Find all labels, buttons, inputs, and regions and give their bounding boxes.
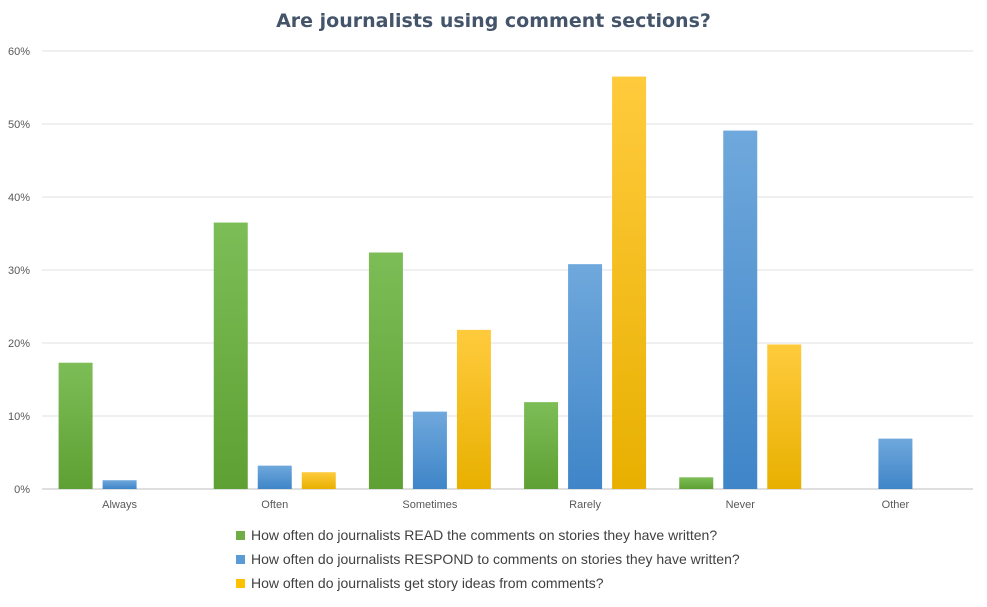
bar-story-ideas-sometimes	[456, 329, 491, 489]
legend-label-read: How often do journalists READ the commen…	[251, 527, 718, 543]
legend-label-story-ideas: How often do journalists get story ideas…	[251, 575, 604, 591]
bar-respond-rarely	[568, 264, 603, 489]
bar-story-ideas-never	[767, 344, 802, 489]
y-tick-label: 50%	[8, 119, 30, 131]
bar-read-sometimes	[368, 252, 403, 489]
y-tick-label: 60%	[8, 46, 30, 58]
bar-respond-never	[723, 130, 758, 489]
y-tick-label: 40%	[8, 192, 30, 204]
bar-read-always	[58, 362, 93, 489]
x-axis-categories: Always Often Sometimes Rarely Never Other	[102, 499, 909, 511]
bar-respond-often	[257, 465, 292, 489]
bar-story-ideas-rarely	[612, 76, 647, 490]
legend-swatch-respond	[236, 554, 245, 564]
bar-read-often	[213, 222, 248, 490]
chart-title: Are journalists using comment sections?	[276, 10, 711, 32]
bar-story-ideas-often	[301, 472, 336, 489]
legend-label-respond: How often do journalists RESPOND to comm…	[251, 551, 740, 567]
legend-swatch-story-ideas	[236, 578, 245, 588]
x-category-label: Sometimes	[402, 499, 458, 511]
bars	[58, 76, 913, 490]
bar-respond-sometimes	[412, 411, 447, 489]
bar-respond-other	[878, 438, 913, 489]
y-tick-label: 20%	[8, 338, 30, 350]
x-category-label: Other	[882, 499, 910, 511]
legend-item-respond: How often do journalists RESPOND to comm…	[236, 547, 740, 571]
bar-read-never	[679, 477, 714, 489]
y-tick-label: 10%	[8, 411, 30, 423]
gridlines	[42, 50, 973, 490]
legend-item-story-ideas: How often do journalists get story ideas…	[236, 571, 740, 595]
y-axis-ticks: 0% 10% 20% 30% 40% 50% 60%	[8, 46, 30, 496]
bar-respond-always	[102, 480, 137, 489]
x-category-label: Never	[726, 499, 756, 511]
y-tick-label: 30%	[8, 265, 30, 277]
x-category-label: Often	[261, 499, 288, 511]
bar-read-rarely	[524, 402, 559, 489]
legend-item-read: How often do journalists READ the commen…	[236, 523, 740, 547]
x-category-label: Always	[102, 499, 137, 511]
y-tick-label: 0%	[14, 484, 30, 496]
legend: How often do journalists READ the commen…	[236, 523, 740, 595]
x-category-label: Rarely	[569, 499, 601, 511]
legend-swatch-read	[236, 530, 245, 540]
